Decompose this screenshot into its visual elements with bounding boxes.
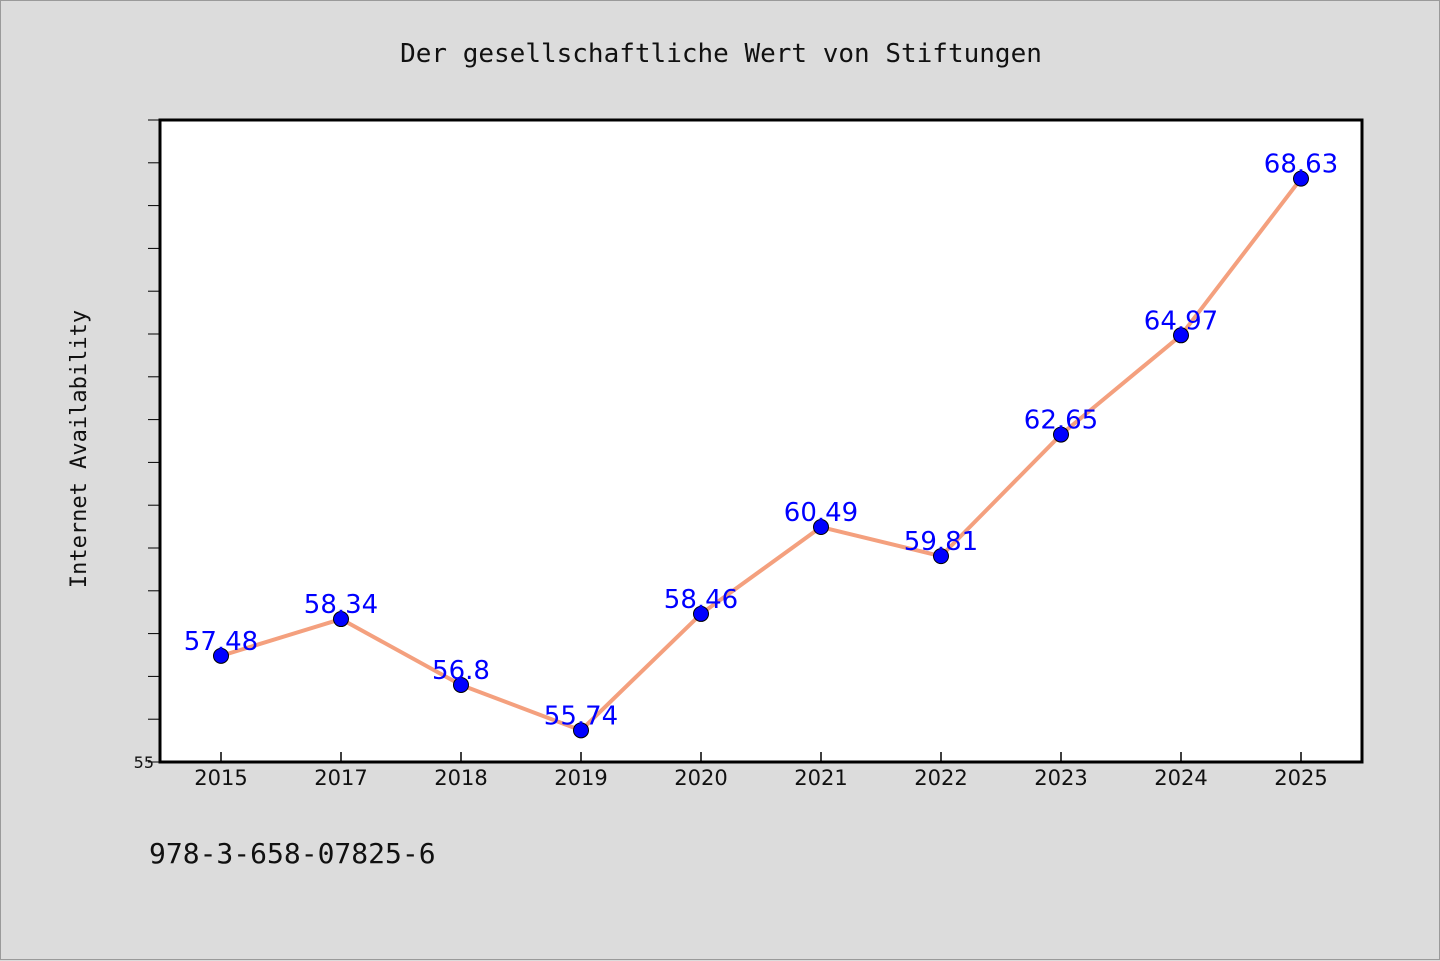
data-label: 55.74	[544, 701, 618, 731]
series-line-group	[220, 177, 1303, 733]
series-line	[220, 177, 1303, 733]
data-point	[1293, 170, 1309, 187]
data-label: 62.65	[1024, 406, 1098, 436]
data-point	[933, 548, 949, 565]
x-tick-label: 2019	[554, 766, 607, 790]
data-point	[693, 605, 709, 622]
data-point	[333, 611, 349, 628]
data-point	[573, 722, 589, 739]
plot-area	[158, 118, 1364, 764]
data-label: 58.34	[304, 590, 378, 620]
y-axis-ticks: 55	[134, 119, 160, 772]
x-tick-label: 2018	[434, 766, 487, 790]
x-tick-label: 2015	[194, 766, 247, 790]
chart-title: Der gesellschaftliche Wert von Stiftunge…	[400, 39, 1042, 69]
data-labels: 57.48 58.34 56.8 55.74 58.46 60.49 59.81 62.65 6…	[184, 150, 1338, 732]
data-point	[213, 647, 229, 664]
x-tick-label: 2022	[914, 766, 967, 790]
data-point	[1053, 426, 1069, 443]
data-label: 57.48	[184, 627, 258, 657]
data-label: 60.49	[784, 498, 858, 528]
data-point	[813, 519, 829, 536]
data-label: 58.46	[664, 585, 738, 615]
data-point	[453, 676, 469, 693]
x-tick-label: 2020	[674, 766, 727, 790]
x-tick-label: 2017	[314, 766, 367, 790]
isbn-footer: 978-3-658-07825-6	[149, 837, 436, 870]
x-tick-label: 2023	[1034, 766, 1087, 790]
data-label: 64.97	[1144, 306, 1218, 336]
data-label: 56.8	[432, 656, 490, 686]
x-axis-ticks: 2015 2017 2018 2019 2020 2021 2022 2023 2024 2025	[194, 752, 1328, 790]
y-tick-label: 55	[134, 753, 154, 772]
data-label: 68.63	[1264, 150, 1338, 180]
x-tick-label: 2024	[1154, 766, 1207, 790]
x-tick-label: 2025	[1274, 766, 1327, 790]
x-tick-label: 2021	[794, 766, 847, 790]
y-axis-label: Internet Availability	[67, 310, 92, 588]
series-markers	[213, 170, 1309, 739]
data-label: 59.81	[904, 527, 978, 557]
data-point	[1173, 327, 1189, 344]
